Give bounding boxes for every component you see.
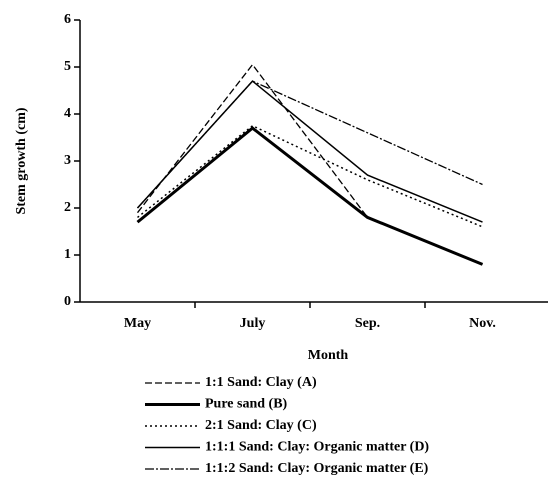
y-tick-label: 4	[64, 106, 71, 121]
x-tick-label: Sep.	[355, 316, 380, 331]
legend-label: 1:1 Sand: Clay (A)	[205, 375, 317, 390]
x-tick-label: July	[240, 316, 266, 331]
y-tick-label: 2	[64, 200, 71, 215]
series-line	[137, 80, 483, 209]
legend-label: 1:1:2 Sand: Clay: Organic matter (E)	[205, 461, 429, 476]
y-tick-label: 1	[64, 247, 71, 262]
y-tick-label: 5	[64, 59, 71, 74]
legend-label: 1:1:1 Sand: Clay: Organic matter (D)	[205, 440, 429, 455]
series-line	[136, 80, 483, 223]
y-tick-label: 0	[64, 294, 71, 309]
legend-label: Pure sand (B)	[205, 397, 288, 412]
y-tick-label: 3	[64, 153, 71, 168]
x-axis-label: Month	[308, 348, 349, 363]
x-tick-label: May	[124, 316, 151, 331]
series-line	[137, 124, 483, 228]
legend-label: 2:1 Sand: Clay (C)	[205, 418, 317, 433]
series-line	[136, 63, 483, 266]
y-axis-label: Stem growth (cm)	[14, 107, 29, 214]
x-tick-label: Nov.	[469, 316, 496, 331]
series-line	[136, 126, 484, 266]
y-tick-label: 6	[64, 12, 71, 27]
